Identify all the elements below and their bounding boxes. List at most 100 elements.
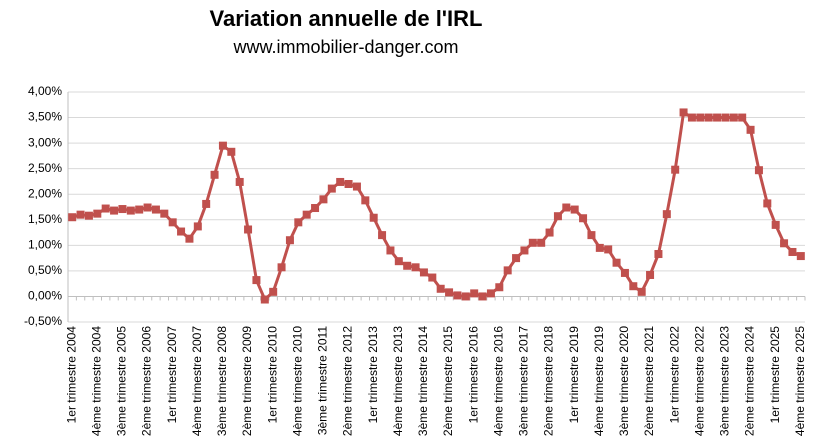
marker — [311, 204, 320, 213]
marker — [403, 261, 412, 270]
marker — [679, 108, 688, 117]
marker — [436, 284, 445, 293]
marker — [486, 289, 495, 298]
marker — [453, 291, 462, 300]
marker — [545, 228, 554, 237]
x-tick-label: 3ème trimestre 2023 — [718, 326, 732, 436]
x-tick-label: 1er trimestre 2019 — [567, 326, 581, 424]
marker — [126, 206, 135, 215]
marker — [662, 210, 671, 219]
marker — [570, 205, 579, 214]
marker — [419, 268, 428, 277]
marker — [780, 239, 789, 248]
y-tick-label: 2,50% — [28, 161, 62, 175]
y-tick-label: -0,50% — [24, 314, 62, 328]
y-tick-label: 2,00% — [28, 186, 62, 200]
y-tick-label: 3,00% — [28, 135, 62, 149]
x-tick-label: 2ème trimestre 2015 — [441, 326, 455, 436]
marker — [386, 246, 395, 255]
marker — [470, 289, 479, 298]
marker — [302, 210, 311, 219]
marker — [244, 225, 253, 234]
marker — [528, 238, 537, 247]
marker — [378, 231, 387, 240]
x-tick-label: 3ème trimestre 2008 — [215, 326, 229, 436]
marker — [495, 283, 504, 292]
marker — [637, 287, 646, 296]
marker — [587, 231, 596, 240]
marker — [537, 238, 546, 247]
x-tick-label: 1er trimestre 2016 — [466, 326, 480, 424]
marker — [361, 196, 370, 205]
marker — [202, 199, 211, 208]
marker — [553, 212, 562, 221]
marker — [562, 203, 571, 212]
marker — [721, 113, 730, 122]
marker — [110, 206, 119, 215]
x-tick-label: 2ème trimestre 2012 — [341, 326, 355, 436]
x-tick-label: 4ème trimestre 2010 — [290, 326, 304, 436]
marker — [84, 211, 93, 220]
marker — [151, 205, 160, 214]
marker — [252, 276, 261, 285]
marker — [193, 222, 202, 231]
marker — [319, 195, 328, 204]
marker — [235, 177, 244, 186]
marker — [461, 292, 470, 301]
x-tick-label: 1er trimestre 2022 — [667, 326, 681, 424]
marker — [646, 270, 655, 279]
y-tick-label: 0,50% — [28, 263, 62, 277]
marker — [788, 247, 797, 256]
x-tick-label: 2ème trimestre 2024 — [743, 326, 757, 436]
x-tick-label: 4ème trimestre 2016 — [491, 326, 505, 436]
marker — [93, 209, 102, 218]
marker — [738, 113, 747, 122]
chart-title: Variation annuelle de l'IRL — [210, 6, 483, 31]
x-tick-label: 2ème trimestre 2018 — [542, 326, 556, 436]
marker — [118, 205, 127, 214]
marker — [101, 204, 110, 213]
marker — [269, 287, 278, 296]
marker — [76, 210, 85, 219]
marker — [336, 177, 345, 186]
marker — [369, 213, 378, 222]
x-tick-label: 4ème trimestre 2013 — [391, 326, 405, 436]
x-tick-label: 2ème trimestre 2006 — [140, 326, 154, 436]
marker — [185, 234, 194, 243]
marker — [177, 227, 186, 236]
marker — [327, 184, 336, 193]
y-tick-label: 0,00% — [28, 289, 62, 303]
x-tick-label: 3ème trimestre 2011 — [316, 326, 330, 435]
y-tick-label: 1,00% — [28, 238, 62, 252]
marker — [763, 199, 772, 208]
y-tick-label: 1,50% — [28, 212, 62, 226]
x-tick-label: 4ème trimestre 2019 — [592, 326, 606, 436]
marker — [579, 214, 588, 223]
marker — [595, 243, 604, 252]
marker — [620, 268, 629, 277]
x-tick-label: 4ème trimestre 2022 — [692, 326, 706, 436]
marker — [713, 113, 722, 122]
marker — [210, 170, 219, 179]
marker — [478, 292, 487, 301]
marker — [160, 209, 169, 218]
series-line — [71, 110, 802, 302]
marker — [344, 180, 353, 188]
marker — [687, 113, 696, 122]
marker — [411, 263, 420, 272]
marker — [143, 203, 152, 212]
marker — [68, 213, 77, 222]
marker — [671, 165, 680, 174]
x-tick-label: 1er trimestre 2025 — [768, 326, 782, 424]
x-tick-label: 4ème trimestre 2004 — [89, 326, 103, 436]
marker — [520, 246, 529, 255]
chart-subtitle: www.immobilier-danger.com — [232, 37, 458, 57]
marker — [352, 182, 361, 191]
marker — [428, 273, 437, 282]
marker — [796, 252, 805, 261]
marker — [227, 147, 236, 156]
x-tick-label: 4ème trimestre 2025 — [793, 326, 807, 436]
y-tick-label: 3,50% — [28, 110, 62, 124]
x-tick-label: 3ème trimestre 2020 — [617, 326, 631, 436]
